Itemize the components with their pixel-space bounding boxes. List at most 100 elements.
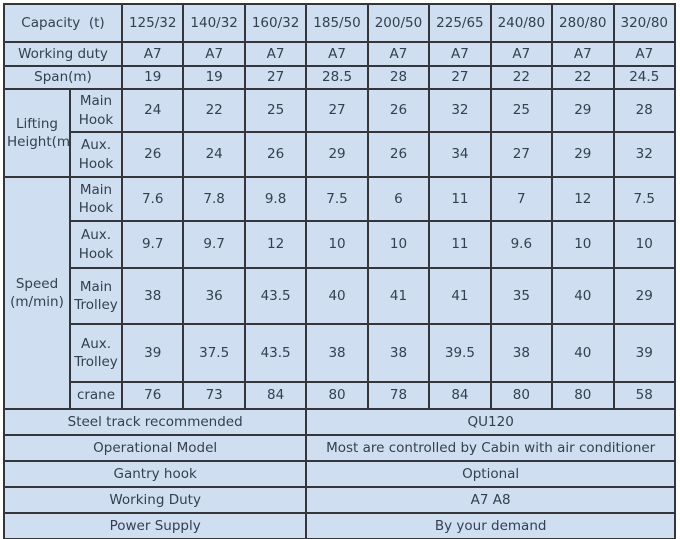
speed-value: 12: [551, 176, 615, 222]
speed-value: 6: [366, 176, 431, 222]
span-value: 24.5: [612, 65, 676, 90]
footer-value: By your demand: [305, 512, 676, 539]
lifting-height-value: 27: [305, 88, 369, 133]
working-duty-value: A7: [305, 41, 369, 67]
speed-aux-trolley-row: Aux. Trolley 39 37.5 43.5 38 38 39.5 38 …: [4, 323, 676, 383]
speed-value: 38: [305, 323, 369, 383]
speed-value: 29: [612, 267, 676, 325]
working-duty-value: A7: [366, 41, 431, 67]
span-value: 28.5: [305, 65, 369, 90]
speed-value: 40: [305, 267, 369, 325]
speed-value: 84: [428, 381, 492, 410]
speed-value: 9.8: [243, 176, 308, 222]
footer-label: Power Supply: [2, 512, 308, 539]
footer-label: Working Duty: [2, 486, 308, 514]
speed-value: 80: [305, 381, 369, 410]
speed-sublabel: crane: [69, 381, 123, 410]
speed-sublabel: Aux. Hook: [69, 220, 123, 269]
speed-label: Speed (m/min): [3, 176, 71, 410]
span-value: 28: [366, 65, 431, 90]
capacity-value: 140/32: [182, 3, 246, 43]
speed-value: 10: [366, 220, 431, 269]
speed-value: 39: [612, 323, 676, 383]
speed-value: 35: [489, 267, 554, 325]
span-value: 27: [243, 65, 308, 90]
speed-value: 12: [243, 220, 308, 269]
speed-value: 10: [551, 220, 615, 269]
speed-aux-hook-row: Aux. Hook 9.7 9.7 12 10 10 11 9.6 10 10: [4, 220, 676, 269]
speed-main-trolley-row: Main Trolley 38 36 43.5 40 41 41 35 40 2…: [4, 267, 676, 325]
footer-value: A7 A8: [305, 486, 676, 514]
footer-label: Operational Model: [2, 434, 308, 462]
speed-sublabel: Main Trolley: [69, 267, 123, 325]
speed-value: 9.6: [489, 220, 554, 269]
speed-value: 84: [243, 381, 308, 410]
speed-value: 7.5: [305, 176, 369, 222]
footer-value: Optional: [305, 460, 676, 488]
speed-value: 41: [428, 267, 492, 325]
speed-value: 39.5: [428, 323, 492, 383]
lifting-height-value: 29: [551, 131, 615, 178]
speed-value: 80: [551, 381, 615, 410]
speed-sublabel: Main Hook: [69, 176, 123, 222]
capacity-value: 280/80: [551, 3, 615, 43]
lifting-height-value: 22: [182, 88, 246, 133]
capacity-value: 160/32: [243, 3, 308, 43]
speed-value: 37.5: [182, 323, 246, 383]
speed-sublabel: Aux. Trolley: [69, 323, 123, 383]
lifting-height-value: 34: [428, 131, 492, 178]
speed-value: 11: [428, 176, 492, 222]
capacity-value: 200/50: [366, 3, 431, 43]
span-value: 19: [182, 65, 246, 90]
working-duty-value: A7: [428, 41, 492, 67]
speed-value: 7.6: [120, 176, 185, 222]
working-duty-value: A7: [243, 41, 308, 67]
gantry-hook-row: Gantry hook Optional: [2, 460, 676, 488]
lifting-height-value: 26: [366, 88, 431, 133]
capacity-value: 240/80: [489, 3, 554, 43]
span-value: 27: [428, 65, 492, 90]
lifting-height-value: 26: [366, 131, 431, 178]
speed-value: 58: [612, 381, 676, 410]
lifting-height-value: 24: [182, 131, 246, 178]
working-duty-value: A7: [551, 41, 615, 67]
working-duty-value: A7: [182, 41, 246, 67]
speed-value: 10: [305, 220, 369, 269]
working-duty-footer-row: Working Duty A7 A8: [2, 486, 676, 514]
speed-value: 80: [489, 381, 554, 410]
working-duty-value: A7: [489, 41, 554, 67]
lifting-height-value: 26: [120, 131, 185, 178]
lifting-height-sublabel: Aux. Hook: [69, 131, 123, 178]
operational-model-row: Operational Model Most are controlled by…: [2, 434, 676, 462]
footer-label: Steel track recommended: [2, 408, 308, 436]
steel-track-row: Steel track recommended QU120: [2, 408, 676, 436]
speed-value: 7: [489, 176, 554, 222]
span-label: Span(m): [3, 65, 123, 90]
page: { "table": { "capacity": { "label": "Cap…: [0, 3, 680, 539]
working-duty-value: A7: [612, 41, 676, 67]
speed-value: 40: [551, 267, 615, 325]
capacity-value: 125/32: [120, 3, 185, 43]
lifting-height-label: Lifting Height(m): [3, 88, 71, 178]
speed-value: 76: [120, 381, 185, 410]
footer-value: Most are controlled by Cabin with air co…: [305, 434, 676, 462]
crane-spec-table: Capacity (t) 125/32 140/32 160/32 185/50…: [2, 3, 676, 539]
footer-value: QU120: [305, 408, 676, 436]
capacity-header-label: Capacity (t): [3, 3, 123, 43]
lifting-height-value: 27: [489, 131, 554, 178]
span-row: Span(m) 19 19 27 28.5 28 27 22 22 24.5: [3, 65, 676, 90]
speed-value: 10: [612, 220, 676, 269]
speed-crane-row: crane 76 73 84 80 78 84 80 80 58: [4, 381, 676, 410]
span-value: 22: [551, 65, 615, 90]
speed-value: 39: [120, 323, 185, 383]
speed-value: 7.5: [612, 176, 676, 222]
lifting-height-value: 24: [120, 88, 185, 133]
speed-value: 9.7: [182, 220, 246, 269]
lifting-height-sublabel: Main Hook: [69, 88, 123, 133]
lifting-height-value: 28: [612, 88, 676, 133]
lifting-height-value: 25: [243, 88, 308, 133]
speed-value: 38: [120, 267, 185, 325]
working-duty-value: A7: [120, 41, 185, 67]
capacity-value: 320/80: [612, 3, 676, 43]
span-value: 22: [489, 65, 554, 90]
